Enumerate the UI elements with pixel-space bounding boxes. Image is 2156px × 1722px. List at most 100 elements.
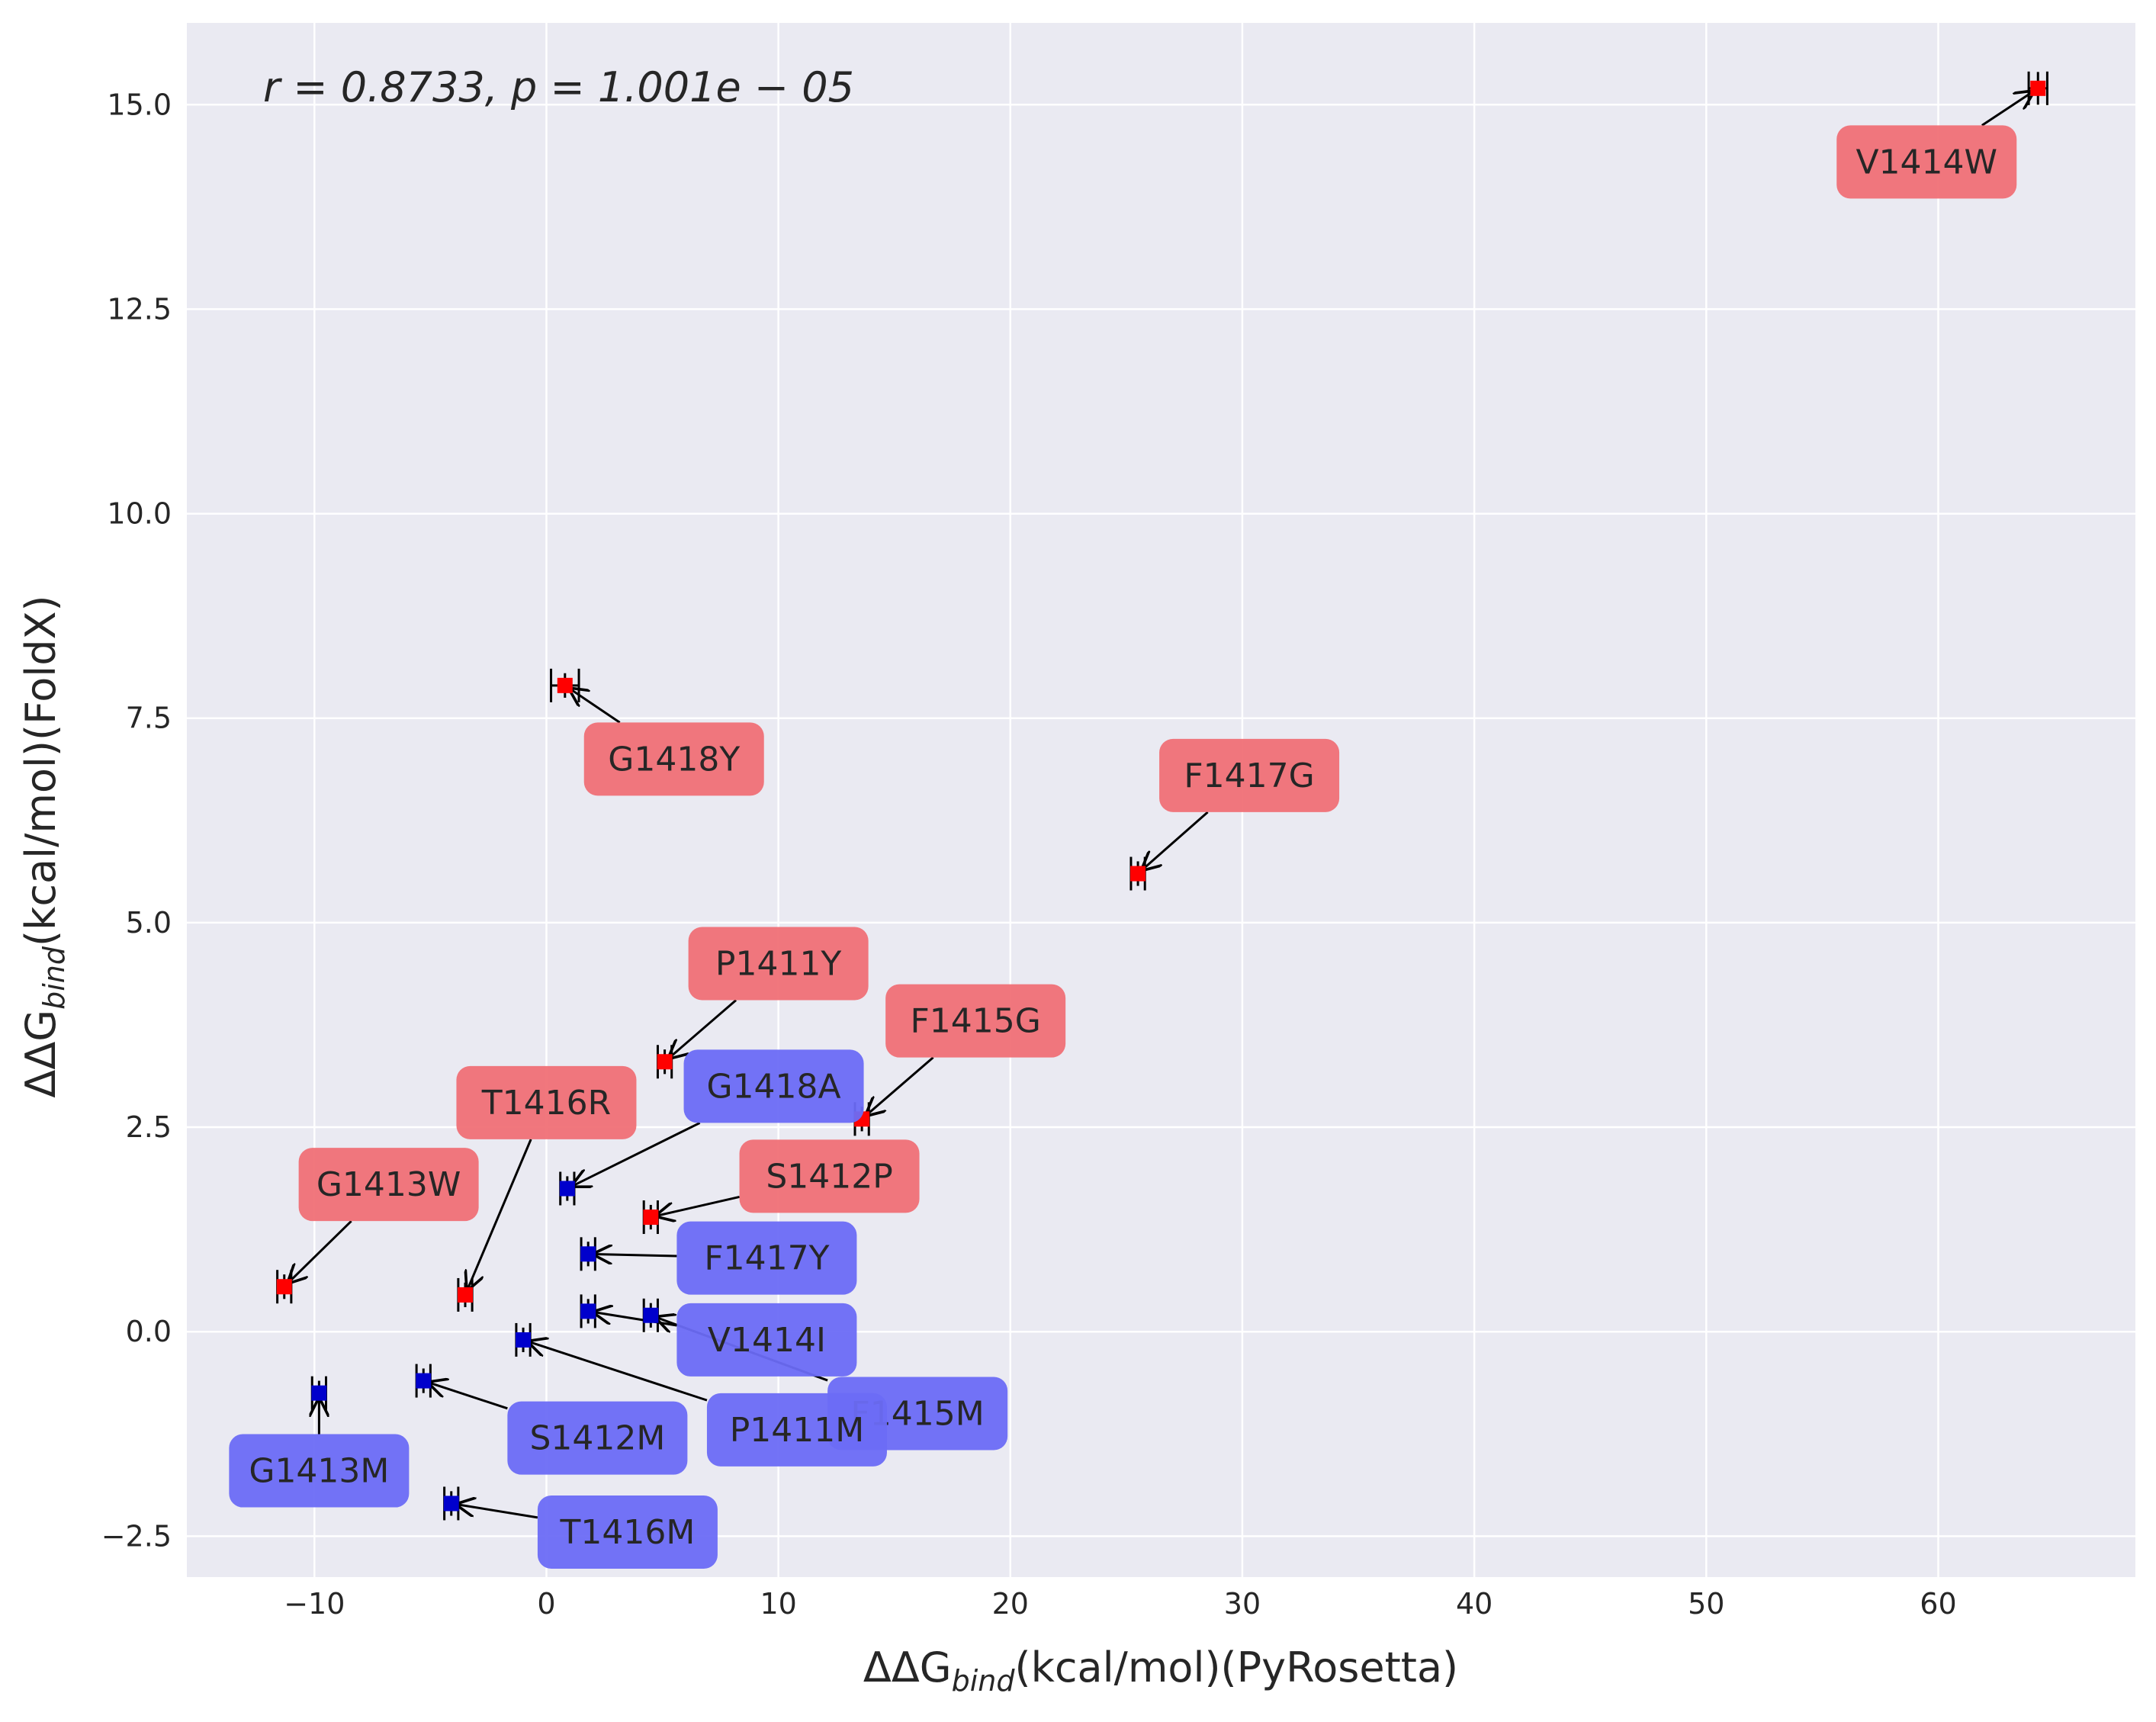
data-point-s1412m <box>416 1373 432 1389</box>
y-tick-label: −2.5 <box>101 1519 172 1553</box>
annotation-arrow <box>573 1122 701 1186</box>
point-label-g1418a: G1418A <box>683 1049 864 1123</box>
point-label-g1418y: G1418Y <box>583 722 764 796</box>
data-point-t1416m <box>443 1496 459 1512</box>
point-label-f1417y: F1417Y <box>676 1221 857 1295</box>
point-label-box <box>298 1148 479 1222</box>
y-axis-label-prefix: ΔΔG <box>17 1010 65 1098</box>
annotation-arrow <box>594 1254 677 1255</box>
point-label-t1416r: T1416R <box>456 1065 637 1139</box>
y-tick-label: 5.0 <box>126 906 172 940</box>
point-label-g1413w: G1413W <box>298 1148 479 1222</box>
data-point-p1411y <box>657 1054 673 1070</box>
point-label-text: V1414I <box>708 1321 826 1360</box>
point-label-text: S1412P <box>766 1157 892 1196</box>
x-axis-label-prefix: ΔΔG <box>863 1643 952 1691</box>
y-axis-label: ΔΔGbind(kcal/mol)(FoldX) <box>17 595 71 1097</box>
x-tick-label: 20 <box>992 1587 1029 1621</box>
data-point-t1416r <box>458 1287 473 1303</box>
data-point-v1414i <box>580 1303 596 1319</box>
point-label-box <box>676 1303 857 1377</box>
annotation-arrow <box>670 999 737 1058</box>
data-point-f1417y <box>580 1246 596 1262</box>
y-tick-label: 10.0 <box>107 497 172 531</box>
point-label-box <box>583 722 764 796</box>
point-label-text: G1413M <box>249 1452 389 1491</box>
x-tick-label: 40 <box>1456 1587 1492 1621</box>
annotation-arrow <box>1142 811 1209 869</box>
data-point-s1412p <box>643 1210 659 1226</box>
x-axis-label-sub: bind <box>952 1664 1016 1698</box>
annotation-arrow <box>529 1341 708 1402</box>
point-label-text: T1416R <box>481 1084 611 1123</box>
point-label-box <box>1836 125 2017 199</box>
y-tick-label: 2.5 <box>126 1110 172 1144</box>
x-tick-label: 50 <box>1688 1587 1724 1621</box>
point-label-v1414w: V1414W <box>1836 125 2017 199</box>
data-point-g1418a <box>559 1181 575 1197</box>
point-label-text: F1417Y <box>704 1239 829 1278</box>
point-label-box <box>683 1049 864 1123</box>
y-tick-label: 15.0 <box>107 88 172 121</box>
point-label-text: P1411Y <box>715 945 842 984</box>
data-point-g1413w <box>276 1279 292 1295</box>
y-axis-ticks: −2.5 0.0 2.5 5.0 7.5 10.0 12.5 15.0 <box>101 88 172 1553</box>
point-label-v1414i: V1414I <box>676 1303 857 1377</box>
y-axis-label-sub: bind <box>37 946 71 1010</box>
point-labels: V1414W G1418Y F1417G P1411Y F1415G T1416R G141… <box>229 125 2017 1569</box>
annotation-arrow <box>468 1139 532 1290</box>
point-label-box <box>739 1139 920 1213</box>
point-label-text: F1415G <box>910 1002 1040 1041</box>
annotation-arrow <box>1981 92 2033 127</box>
x-axis-label-suffix: (kcal/mol)(PyRosetta) <box>1015 1643 1459 1691</box>
annotation-arrow <box>657 1195 740 1216</box>
y-tick-label: 12.5 <box>107 292 172 326</box>
point-label-box <box>456 1065 637 1139</box>
point-label-t1416m: T1416M <box>537 1496 718 1569</box>
y-tick-label: 7.5 <box>126 702 172 735</box>
annotation-arrow <box>458 1505 538 1519</box>
x-axis-label: ΔΔGbind(kcal/mol)(PyRosetta) <box>863 1643 1458 1698</box>
point-label-box <box>688 927 869 1001</box>
grid <box>187 23 2135 1577</box>
annotation-arrow <box>288 1220 352 1282</box>
point-label-text: V1414W <box>1856 143 1997 182</box>
point-label-f1415g: F1415G <box>885 984 1066 1058</box>
point-label-text: T1416M <box>560 1513 696 1552</box>
point-label-f1417g: F1417G <box>1159 738 1340 812</box>
point-label-box <box>507 1401 688 1475</box>
correlation-annotation: r = 0.8733, p = 1.001e − 05 <box>263 63 854 111</box>
x-tick-label: 60 <box>1920 1587 1956 1621</box>
data-points <box>276 71 2048 1521</box>
point-label-text: F1417G <box>1184 757 1314 795</box>
point-label-p1411y: P1411Y <box>688 927 869 1001</box>
data-point-f1417g <box>1130 866 1146 882</box>
data-point-f1415m <box>643 1307 659 1323</box>
x-tick-label: 0 <box>537 1587 555 1621</box>
point-label-text: G1413W <box>316 1165 461 1204</box>
point-label-text: G1418Y <box>608 740 740 779</box>
x-axis-ticks: −10 0 10 20 30 40 50 60 <box>284 1587 1956 1621</box>
y-axis-label-suffix: (kcal/mol)(FoldX) <box>17 595 65 946</box>
point-label-box <box>229 1434 410 1508</box>
point-label-p1411m: P1411M <box>706 1393 887 1467</box>
annotation-arrow <box>429 1383 508 1410</box>
point-label-box <box>885 984 1066 1058</box>
data-point-g1418y <box>557 677 573 693</box>
point-label-box <box>537 1496 718 1569</box>
x-tick-label: 10 <box>760 1587 796 1621</box>
point-label-s1412m: S1412M <box>507 1401 688 1475</box>
data-point-g1413m <box>311 1385 327 1401</box>
y-tick-label: 0.0 <box>126 1315 172 1348</box>
x-tick-label: −10 <box>284 1587 345 1621</box>
point-label-box <box>706 1393 887 1467</box>
x-tick-label: 30 <box>1224 1587 1261 1621</box>
point-label-text: G1418A <box>706 1067 840 1106</box>
data-point-p1411m <box>516 1332 532 1348</box>
annotation-arrow <box>866 1056 934 1115</box>
point-label-g1413m: G1413M <box>229 1434 410 1508</box>
point-label-text: P1411M <box>730 1411 864 1450</box>
point-label-text: S1412M <box>529 1419 665 1458</box>
point-label-box <box>676 1221 857 1295</box>
